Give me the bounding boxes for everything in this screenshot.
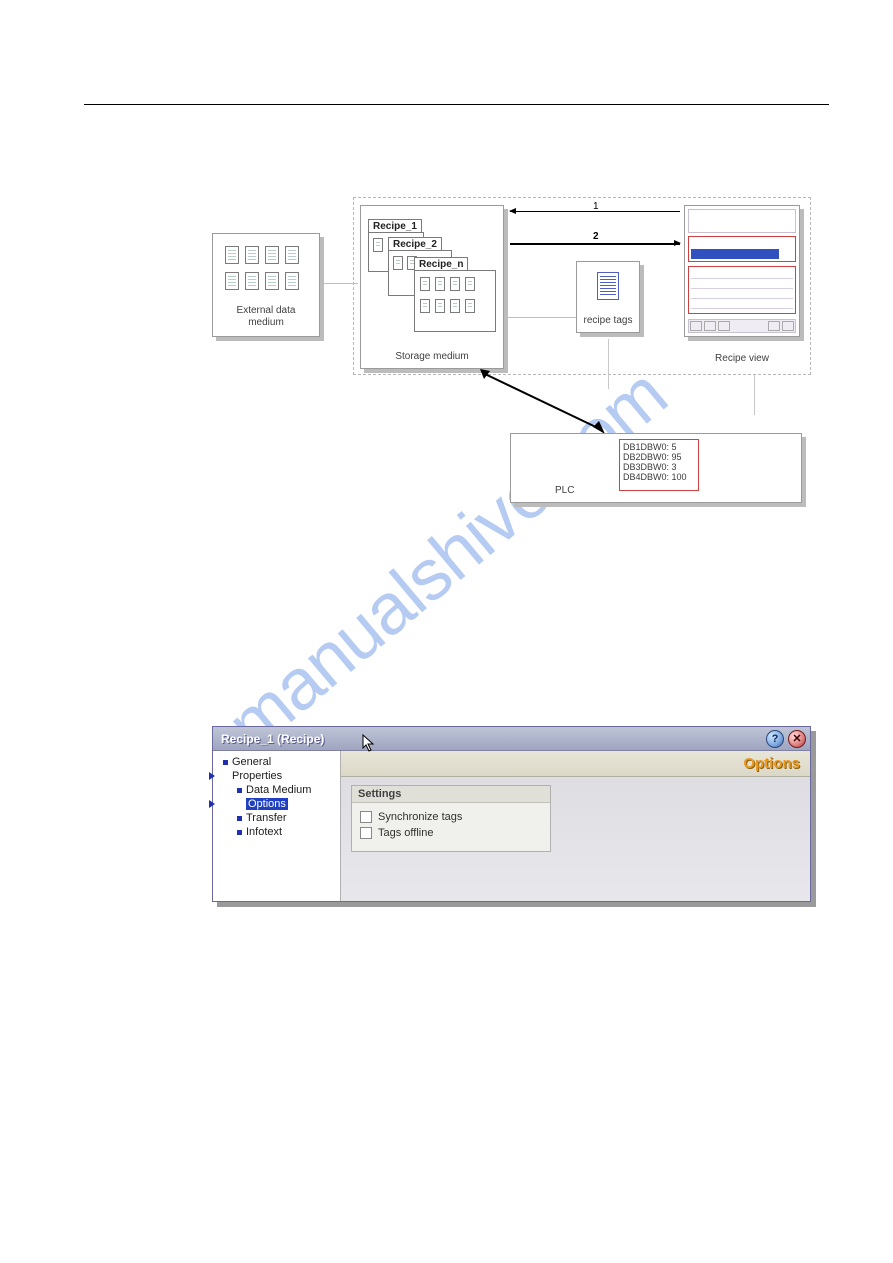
- top-divider: [84, 104, 829, 105]
- recipe-tags-label: recipe tags: [577, 315, 639, 327]
- connector-storage-tags: [504, 317, 576, 318]
- recipe-view-redbox-1: [688, 236, 796, 262]
- arrow-2: [510, 243, 680, 245]
- bullet-icon: [223, 760, 228, 765]
- tree-item-infotext[interactable]: Infotext: [219, 825, 340, 839]
- file-icon: [285, 272, 299, 290]
- settings-legend: Settings: [352, 786, 550, 803]
- recipe-body-n: [414, 270, 496, 332]
- recipe-view-label: Recipe view: [684, 353, 800, 365]
- expand-arrow-icon: [209, 772, 215, 780]
- dialog-title: Recipe_1 (Recipe): [221, 732, 762, 746]
- recipe-view-redbox-2: [688, 266, 796, 314]
- tree-item-transfer[interactable]: Transfer: [219, 811, 340, 825]
- plc-value-row: DB4DBW0: 100: [623, 472, 695, 482]
- bullet-icon: [237, 830, 242, 835]
- file-icon: [245, 272, 259, 290]
- plc-values-box: DB1DBW0: 5 DB2DBW0: 95 DB3DBW0: 3 DB4DBW…: [619, 439, 699, 491]
- plc-panel: PLC DB1DBW0: 5 DB2DBW0: 95 DB3DBW0: 3 DB…: [510, 433, 802, 503]
- close-button[interactable]: ✕: [788, 730, 806, 748]
- tree-label: Options: [246, 798, 288, 810]
- external-medium-panel: External data medium: [212, 233, 320, 337]
- checkbox-sync-row[interactable]: Synchronize tags: [352, 809, 550, 825]
- plc-label: PLC: [555, 485, 595, 497]
- recipe-tags-panel: recipe tags: [576, 261, 640, 333]
- options-title: Options: [743, 755, 800, 772]
- checkbox-icon[interactable]: [360, 827, 372, 839]
- connector-ext-storage: [324, 283, 358, 284]
- file-icon: [265, 272, 279, 290]
- file-icon: [435, 277, 445, 291]
- plc-value-row: DB3DBW0: 3: [623, 462, 695, 472]
- tree-item-data-medium[interactable]: Data Medium: [219, 783, 340, 797]
- tree-label: Infotext: [246, 826, 282, 838]
- checkbox-offline-row[interactable]: Tags offline: [352, 825, 550, 841]
- file-icon: [245, 246, 259, 264]
- file-icon: [225, 272, 239, 290]
- content-header: Options: [341, 751, 810, 777]
- dialog-titlebar[interactable]: Recipe_1 (Recipe) ? ✕: [213, 727, 810, 751]
- file-icon: [465, 277, 475, 291]
- file-icon: [597, 272, 619, 300]
- tree-item-options[interactable]: Options: [219, 797, 340, 811]
- content-pane: Options Settings Synchronize tags Tags o…: [341, 751, 810, 901]
- file-icon: [420, 277, 430, 291]
- tree-label: Data Medium: [246, 784, 311, 796]
- tree-item-general[interactable]: General: [219, 755, 340, 769]
- file-icon: [393, 256, 403, 270]
- options-dialog: Recipe_1 (Recipe) ? ✕ General Properties…: [212, 726, 811, 902]
- flow-diagram: External data medium Storage medium Reci…: [210, 197, 810, 567]
- settings-group: Settings Synchronize tags Tags offline: [351, 785, 551, 852]
- file-icon: [265, 246, 279, 264]
- help-button[interactable]: ?: [766, 730, 784, 748]
- dialog-frame: Recipe_1 (Recipe) ? ✕ General Properties…: [212, 726, 811, 902]
- connector-view-down: [754, 375, 755, 415]
- dialog-body: General Properties Data Medium Options: [213, 751, 810, 901]
- checkbox-label: Tags offline: [378, 827, 433, 839]
- checkbox-label: Synchronize tags: [378, 811, 462, 823]
- selected-arrow-icon: [209, 800, 215, 808]
- file-icon: [285, 246, 299, 264]
- arrow-1-label: 1: [593, 201, 599, 212]
- file-icon: [225, 246, 239, 264]
- tree-label: Properties: [232, 770, 282, 782]
- arrow-2-label: 2: [593, 231, 599, 242]
- tree-label: Transfer: [246, 812, 287, 824]
- bullet-icon: [237, 816, 242, 821]
- file-icon: [450, 277, 460, 291]
- checkbox-icon[interactable]: [360, 811, 372, 823]
- bullet-icon: [237, 788, 242, 793]
- arrow-storage-plc: [480, 369, 610, 439]
- file-icon: [435, 299, 445, 313]
- tree-pane: General Properties Data Medium Options: [213, 751, 341, 901]
- tree-item-properties[interactable]: Properties: [219, 769, 340, 783]
- file-icon: [450, 299, 460, 313]
- plc-value-row: DB2DBW0: 95: [623, 452, 695, 462]
- file-icon: [465, 299, 475, 313]
- file-icon: [373, 238, 383, 252]
- storage-medium-label: Storage medium: [361, 351, 503, 363]
- recipe-view-panel: [684, 205, 800, 337]
- plc-value-row: DB1DBW0: 5: [623, 442, 695, 452]
- tree-label: General: [232, 756, 271, 768]
- external-medium-label: External data medium: [213, 305, 319, 328]
- file-icon: [420, 299, 430, 313]
